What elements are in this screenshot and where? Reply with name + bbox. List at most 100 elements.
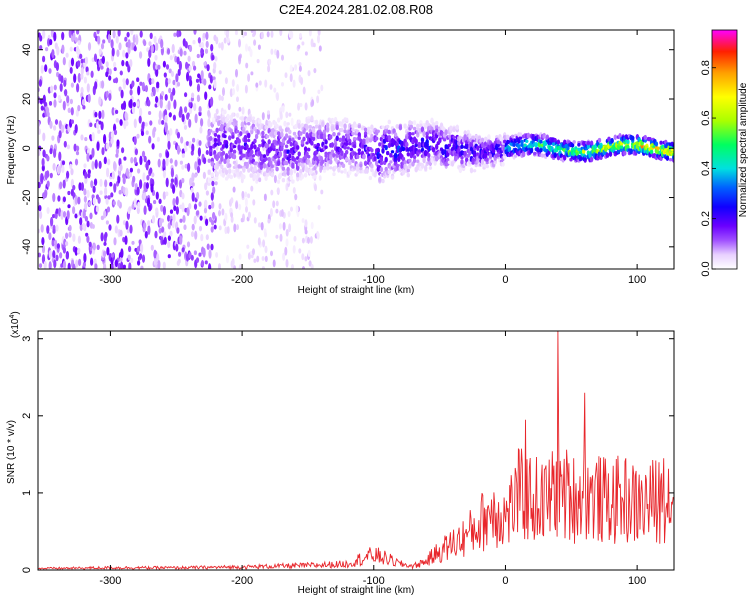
spectrogram-cell	[210, 226, 214, 233]
spectrogram-cell	[231, 169, 235, 174]
spectrogram-cell	[289, 64, 293, 73]
colorbar: 0.0 0.2 0.4 0.6 0.8 Normalized spectral ampl…	[700, 29, 749, 277]
spectrogram-cell	[78, 182, 82, 191]
spectrogram-cell	[316, 231, 320, 240]
spectrogram-cell	[375, 136, 379, 141]
spectrogram-cell	[215, 108, 219, 115]
spectrogram-cell	[275, 166, 279, 172]
spectrogram-cell	[131, 105, 136, 115]
spectrogram-cell	[279, 30, 283, 37]
spectrogram-cell	[300, 77, 304, 85]
spectrogram-cell	[52, 163, 56, 171]
spectrogram-cell	[167, 222, 171, 230]
spectrogram-cell	[665, 155, 670, 161]
spectrogram-cell	[186, 206, 190, 217]
spectrogram-cell	[428, 166, 433, 170]
spectrogram-cell	[110, 137, 114, 145]
spectrogram-cell	[256, 171, 260, 178]
spectrogram-cell	[153, 249, 157, 259]
spectrogram-cell	[221, 208, 225, 216]
spectrogram-cell	[304, 102, 308, 111]
spectrogram-cell	[333, 116, 338, 123]
spectrogram-cell	[74, 37, 78, 43]
spectrogram-cell	[41, 157, 45, 167]
spectrogram-cell	[207, 158, 211, 163]
spectrogram-cell	[204, 182, 208, 191]
spectrogram-cell	[68, 231, 72, 238]
spectrogram-cell	[149, 32, 153, 40]
spectrogram-cell	[138, 239, 142, 245]
spectrogram-cell	[196, 83, 201, 93]
spectrogram-cell	[406, 168, 410, 173]
spectrogram-cell	[132, 175, 136, 183]
spectrogram-cell	[224, 169, 229, 176]
spectrogram-cell	[119, 70, 123, 76]
spectrogram-cell	[378, 176, 382, 183]
spectrogram-cell	[583, 154, 587, 159]
spectrogram-cell	[170, 178, 174, 183]
spectrogram-cell	[105, 197, 109, 205]
spectrogram-cell	[75, 151, 80, 156]
spectrogram-cell	[281, 178, 286, 183]
spectrogram-cell	[267, 218, 271, 224]
spectrogram-cell	[297, 44, 301, 49]
spectrogram-cell	[89, 122, 93, 128]
spectrogram-cell	[100, 121, 104, 131]
spectrogram-cell	[193, 65, 197, 71]
spectrogram-cell	[172, 114, 176, 121]
spectrogram-cell	[659, 140, 663, 145]
spectrogram-cell	[198, 106, 202, 113]
spectrogram-cell	[52, 214, 56, 219]
spectrogram-cell	[314, 183, 317, 192]
spectrogram-cell	[294, 124, 298, 130]
spectrogram-cell	[213, 132, 218, 137]
spectrogram-cell	[83, 252, 87, 263]
spectrogram-cell	[252, 248, 255, 256]
spectrogram-cell	[278, 223, 282, 230]
spectrogram-cell	[184, 92, 188, 98]
spectrogram-cell	[124, 36, 128, 42]
spectrogram-cell	[452, 135, 456, 139]
spectrogram-cell	[247, 121, 251, 126]
spectrogram-cell	[148, 135, 152, 144]
spectrogram-cell	[162, 261, 166, 269]
spectrogram-cell	[144, 230, 148, 239]
spectrogram-cell	[281, 54, 284, 61]
spectrogram-cell	[359, 166, 363, 172]
spectrogram-cell	[215, 127, 219, 133]
spectrogram-cell	[240, 121, 245, 128]
spectrogram-cell	[231, 258, 235, 267]
spectrogram-cell	[213, 61, 217, 70]
spectrogram-cell	[241, 106, 245, 115]
spectrogram-cell	[250, 185, 254, 192]
spectrogram-cell	[433, 160, 437, 166]
spectrogram-cell	[245, 144, 249, 150]
spectrogram-cell	[168, 112, 172, 118]
spectrogram-cell	[476, 145, 480, 151]
spectrogram-cell	[276, 187, 280, 194]
spectrogram-cell	[363, 160, 368, 167]
spectrogram-x-ticks: -300 -200 -100 0 100	[99, 30, 646, 286]
spectrogram-cell	[214, 181, 218, 186]
spectrogram-cell	[102, 39, 106, 44]
spectrogram-cell	[202, 247, 206, 258]
spectrogram-cell	[247, 193, 251, 199]
spectrogram-cell	[38, 149, 41, 157]
spectrogram-cell	[308, 260, 312, 267]
spectrogram-cell	[279, 111, 283, 120]
spectrogram-cell	[51, 239, 55, 247]
spectrogram-cell	[143, 40, 147, 47]
spectrogram-cell	[96, 121, 100, 130]
spectrogram-cell	[77, 104, 81, 112]
spectrogram-cell	[49, 148, 53, 155]
spectrogram-cell	[376, 129, 380, 133]
spectrogram-cell	[110, 192, 114, 198]
spectrogram-cell	[238, 106, 242, 112]
spectrogram-cell	[107, 195, 111, 200]
spectrogram-cell	[425, 135, 429, 140]
spectrogram-cell	[540, 153, 545, 158]
spectrogram-cell	[521, 152, 526, 158]
spectrogram-cell	[285, 228, 289, 237]
spectrogram-cell	[370, 148, 374, 153]
